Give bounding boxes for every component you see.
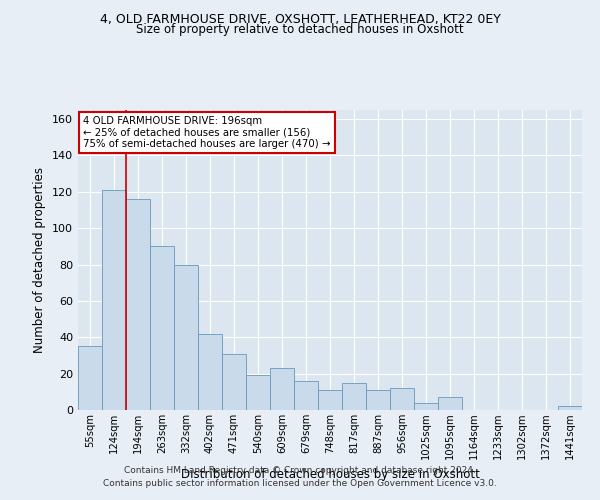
Text: 4, OLD FARMHOUSE DRIVE, OXSHOTT, LEATHERHEAD, KT22 0EY: 4, OLD FARMHOUSE DRIVE, OXSHOTT, LEATHER… (100, 12, 500, 26)
Bar (414, 402, 438, 410)
Bar (294, 381, 318, 410)
Bar (150, 246, 174, 410)
Bar (438, 398, 462, 410)
Text: 4 OLD FARMHOUSE DRIVE: 196sqm
← 25% of detached houses are smaller (156)
75% of : 4 OLD FARMHOUSE DRIVE: 196sqm ← 25% of d… (83, 116, 331, 149)
Bar (102, 190, 126, 410)
Bar (342, 382, 366, 410)
Bar (246, 376, 270, 410)
Bar (270, 368, 294, 410)
Bar (78, 346, 102, 410)
Bar (318, 390, 342, 410)
Bar (174, 264, 198, 410)
Text: Contains HM Land Registry data © Crown copyright and database right 2024.
Contai: Contains HM Land Registry data © Crown c… (103, 466, 497, 487)
Text: Size of property relative to detached houses in Oxshott: Size of property relative to detached ho… (136, 22, 464, 36)
Bar (558, 406, 582, 410)
Y-axis label: Number of detached properties: Number of detached properties (34, 167, 46, 353)
Bar (366, 390, 390, 410)
Bar (126, 199, 150, 410)
X-axis label: Distribution of detached houses by size in Oxshott: Distribution of detached houses by size … (181, 468, 479, 480)
Bar (390, 388, 414, 410)
Bar (222, 354, 246, 410)
Bar (198, 334, 222, 410)
